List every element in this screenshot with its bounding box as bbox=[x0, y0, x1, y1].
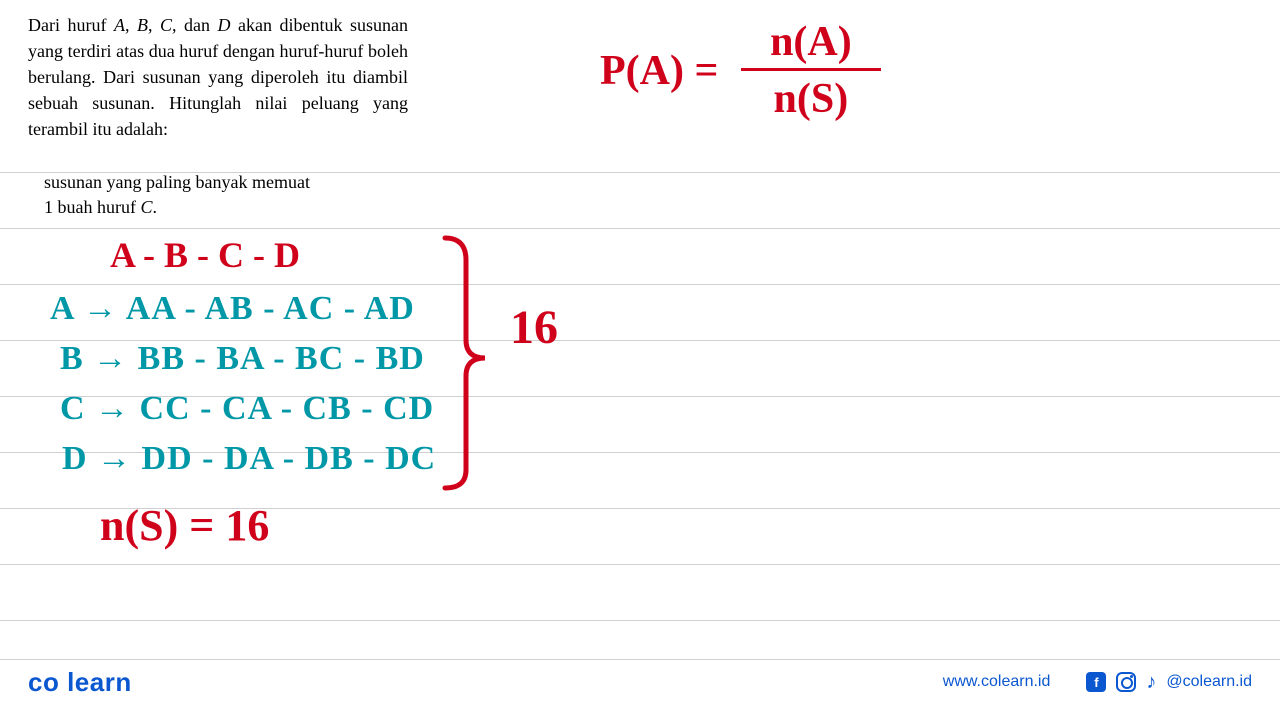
formula-numerator: n(A) bbox=[741, 18, 881, 68]
footer: co learn www.colearn.id f ♪ @colearn.id bbox=[0, 662, 1280, 702]
total-count: 16 bbox=[510, 300, 558, 355]
formula-fraction: n(A) n(S) bbox=[741, 18, 881, 123]
formula-left: P(A) = bbox=[600, 47, 718, 95]
probability-formula: P(A) = n(A) n(S) bbox=[600, 18, 881, 123]
logo-co: co bbox=[28, 667, 59, 697]
problem-main-text: Dari huruf A, B, C, dan D akan dibentuk … bbox=[28, 12, 408, 142]
formula-denominator: n(S) bbox=[741, 71, 881, 123]
bracket-icon bbox=[440, 230, 500, 500]
row-d: D → DD - DA - DB - DC bbox=[62, 440, 436, 478]
footer-handle: @colearn.id bbox=[1166, 673, 1252, 691]
logo-dot bbox=[59, 667, 67, 697]
row-b: B → BB - BA - BC - BD bbox=[60, 340, 425, 378]
row-c: C → CC - CA - CB - CD bbox=[60, 390, 434, 428]
footer-rule bbox=[0, 659, 1280, 660]
logo: co learn bbox=[28, 667, 132, 698]
problem-sub-text: susunan yang paling banyak memuat1 buah … bbox=[44, 170, 394, 220]
tiktok-icon: ♪ bbox=[1146, 671, 1156, 694]
instagram-icon bbox=[1116, 672, 1136, 692]
footer-url: www.colearn.id bbox=[943, 673, 1051, 691]
footer-right: www.colearn.id f ♪ @colearn.id bbox=[943, 671, 1252, 694]
letters-list: A - B - C - D bbox=[110, 234, 300, 276]
logo-learn: learn bbox=[67, 667, 132, 697]
facebook-icon: f bbox=[1086, 672, 1106, 692]
ns-equation: n(S) = 16 bbox=[100, 500, 269, 551]
row-a: A → AA - AB - AC - AD bbox=[50, 290, 415, 328]
